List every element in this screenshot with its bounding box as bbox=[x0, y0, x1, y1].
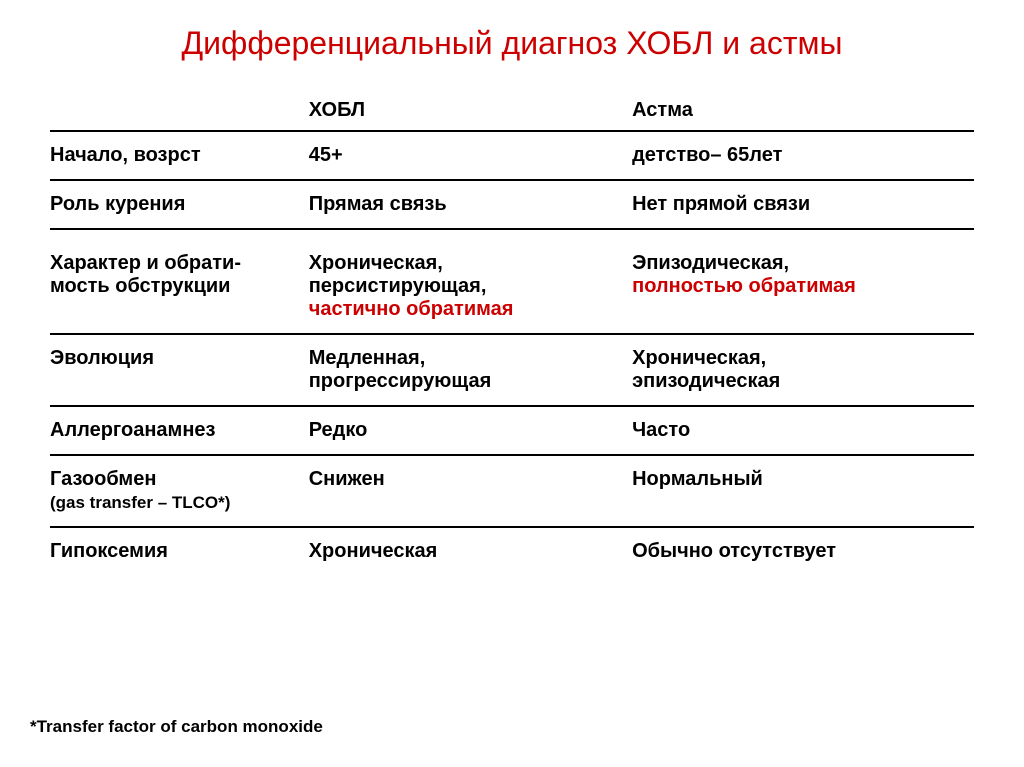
table-row: ЭволюцияМедленная,прогрессирующаяХрониче… bbox=[50, 334, 974, 406]
row-label: Роль курения bbox=[50, 180, 309, 229]
page-title: Дифференциальный диагноз ХОБЛ и астмы bbox=[50, 25, 974, 62]
row-label: Гипоксемия bbox=[50, 527, 309, 575]
footnote: *Transfer factor of carbon monoxide bbox=[30, 717, 323, 737]
cell-hobl: Прямая связь bbox=[309, 180, 632, 229]
table-row: Газообмен(gas transfer – TLCO*)СниженНор… bbox=[50, 455, 974, 527]
cell-hobl: Медленная,прогрессирующая bbox=[309, 334, 632, 406]
cell-hobl: Снижен bbox=[309, 455, 632, 527]
cell-asthma: Хроническая,эпизодическая bbox=[632, 334, 974, 406]
table-row: Характер и обрати-мость обструкцииХронич… bbox=[50, 229, 974, 334]
cell-hobl: Редко bbox=[309, 406, 632, 455]
row-label: Начало, возрст bbox=[50, 131, 309, 180]
table-row: АллергоанамнезРедкоЧасто bbox=[50, 406, 974, 455]
comparison-table: ХОБЛ Астма Начало, возрст45+детство– 65л… bbox=[50, 87, 974, 575]
cell-asthma: Обычно отсутствует bbox=[632, 527, 974, 575]
cell-asthma: Эпизодическая,полностью обратимая bbox=[632, 229, 974, 334]
header-hobl: ХОБЛ bbox=[309, 87, 632, 131]
table-row: Роль куренияПрямая связьНет прямой связи bbox=[50, 180, 974, 229]
row-label: Аллергоанамнез bbox=[50, 406, 309, 455]
cell-asthma: Нет прямой связи bbox=[632, 180, 974, 229]
cell-hobl: Хроническая bbox=[309, 527, 632, 575]
header-asthma: Астма bbox=[632, 87, 974, 131]
row-label: Характер и обрати-мость обструкции bbox=[50, 229, 309, 334]
cell-asthma: Нормальный bbox=[632, 455, 974, 527]
row-label: Эволюция bbox=[50, 334, 309, 406]
cell-hobl: Хроническая,персистирующая,частично обра… bbox=[309, 229, 632, 334]
row-label: Газообмен(gas transfer – TLCO*) bbox=[50, 455, 309, 527]
table-row: Начало, возрст45+детство– 65лет bbox=[50, 131, 974, 180]
cell-hobl: 45+ bbox=[309, 131, 632, 180]
cell-asthma: детство– 65лет bbox=[632, 131, 974, 180]
table-header-row: ХОБЛ Астма bbox=[50, 87, 974, 131]
table-row: ГипоксемияХроническаяОбычно отсутствует bbox=[50, 527, 974, 575]
header-blank bbox=[50, 87, 309, 131]
cell-asthma: Часто bbox=[632, 406, 974, 455]
